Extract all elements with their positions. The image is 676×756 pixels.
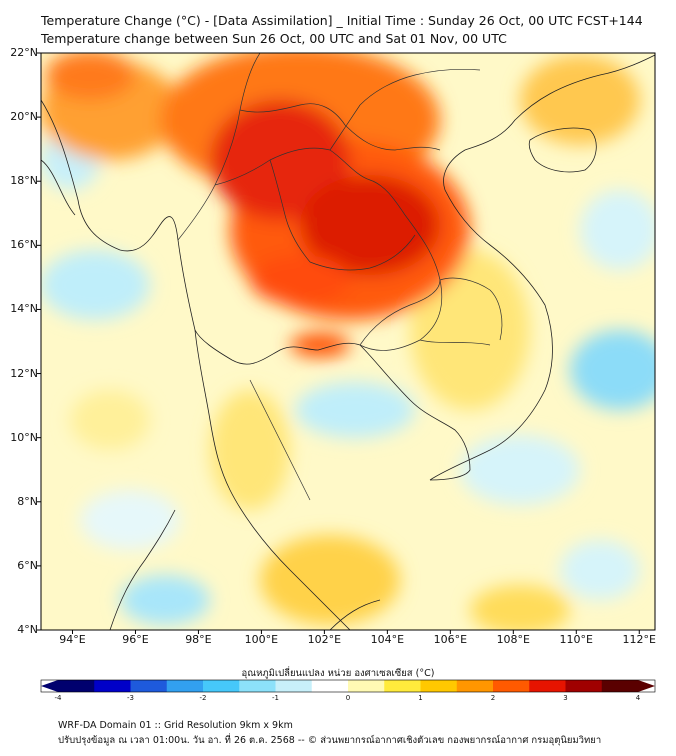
lat-label: 12°N [10, 366, 38, 380]
lon-label: 108°E [496, 633, 531, 646]
colorbar-segment [384, 680, 421, 692]
lon-label: 94°E [59, 633, 86, 646]
lat-label: 10°N [10, 430, 38, 444]
colorbar-segment [58, 680, 95, 692]
lon-label: 110°E [559, 633, 593, 646]
colorbar-tick: 1 [418, 694, 423, 702]
footer-update-info: ปรับปรุงข้อมูล ณ เวลา 01:00น. วัน อา. ที… [58, 735, 602, 746]
colorbar-segment [565, 680, 603, 692]
lat-label: 22°N [10, 46, 38, 59]
lat-label: 20°N [10, 110, 38, 124]
colorbar [58, 680, 639, 692]
lon-label: 112°E [622, 633, 656, 646]
colorbar-frame [40, 679, 656, 693]
colorbar-segment [94, 680, 131, 692]
colorbar-tick: -3 [127, 694, 134, 702]
lon-label: 100°E [244, 633, 279, 646]
political-borders [177, 53, 503, 501]
colorbar-segment [493, 680, 530, 692]
colorbar-segment [420, 680, 458, 692]
lon-label: 104°E [370, 633, 405, 646]
colorbar-segment [275, 680, 313, 692]
map-frame [40, 52, 656, 631]
colorbar-tick: -1 [272, 694, 279, 702]
lat-label: 4°N [17, 623, 38, 636]
colorbar-tick: 4 [635, 694, 641, 702]
lat-label: 14°N [10, 302, 38, 316]
colorbar-segment [348, 680, 385, 692]
lat-label: 8°N [17, 494, 38, 508]
colorbar-min-arrow [41, 680, 58, 692]
lon-label: 98°E [185, 633, 212, 646]
lon-label: 102°E [307, 633, 342, 646]
map-subtitle: Temperature change between Sun 26 Oct, 0… [41, 31, 507, 46]
colorbar-max-arrow [638, 680, 655, 692]
colorbar-segment [239, 680, 276, 692]
colorbar-segment [311, 680, 349, 692]
lat-label: 16°N [10, 238, 38, 252]
lon-label: 96°E [122, 633, 149, 646]
colorbar-segment [130, 680, 168, 692]
colorbar-segment [166, 680, 204, 692]
colorbar-tick: -4 [54, 694, 62, 702]
temperature-field [41, 53, 655, 630]
colorbar-segment [529, 680, 566, 692]
axis-ticks [37, 52, 640, 634]
colorbar-segment [456, 680, 494, 692]
lon-label: 106°E [433, 633, 468, 646]
colorbar-tick: 0 [345, 694, 351, 702]
colorbar-segment [601, 680, 639, 692]
colorbar-tick: -2 [199, 694, 207, 702]
colorbar-segment [203, 680, 240, 692]
map-title: Temperature Change (°C) - [Data Assimila… [41, 13, 643, 28]
coastlines [41, 54, 655, 630]
colorbar-tick: 3 [563, 694, 568, 702]
colorbar-tick: 2 [490, 694, 496, 702]
colorbar-label: อุณหภูมิเปลี่ยนแปลง หน่วย องศาเซลเซียส (… [241, 668, 435, 679]
lat-label: 18°N [10, 174, 38, 188]
footer-model-info: WRF-DA Domain 01 :: Grid Resolution 9km … [58, 720, 293, 731]
lat-label: 6°N [17, 558, 38, 572]
